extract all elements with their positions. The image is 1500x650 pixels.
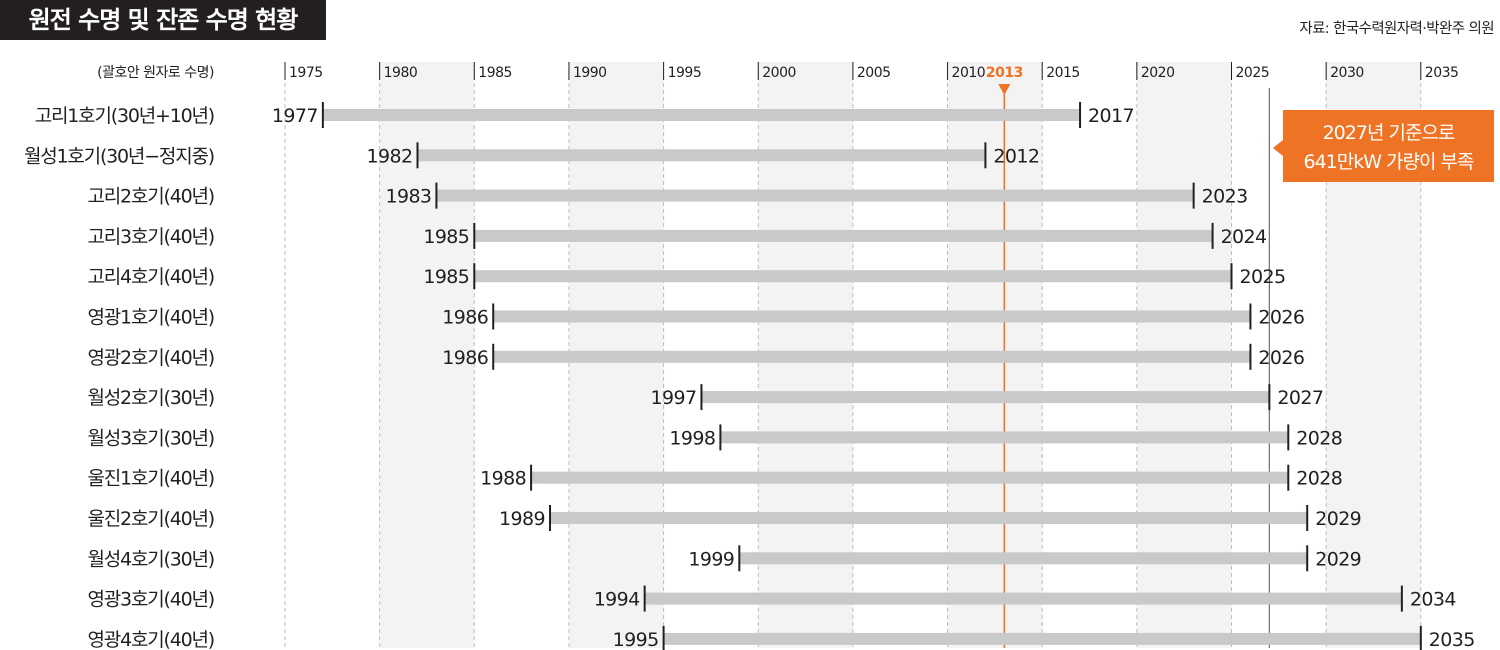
end-year-label: 2024	[1221, 226, 1267, 248]
x-tick-label: 2000	[762, 65, 796, 81]
end-year-label: 2027	[1277, 387, 1323, 409]
x-tick-label: 2010	[952, 65, 986, 81]
x-tick-label-highlight: 2013	[986, 65, 1023, 81]
row-label: 월성2호기(30년)	[88, 387, 215, 409]
x-tick-label: 2030	[1330, 65, 1364, 81]
start-year-label: 1982	[367, 145, 413, 167]
x-tick-label: 2035	[1425, 65, 1459, 81]
x-tick-label: 1990	[573, 65, 607, 81]
start-year-label: 1986	[442, 307, 488, 329]
callout-text: 641만kW 가량이 부족	[1303, 151, 1474, 173]
range-bar	[493, 310, 1251, 323]
row-label: 고리2호기(40년)	[88, 186, 215, 208]
row-label: 고리3호기(40년)	[88, 226, 215, 248]
start-year-label: 1989	[499, 508, 545, 530]
range-bar	[644, 592, 1402, 605]
row-label: 고리4호기(40년)	[88, 266, 215, 288]
chart-title: 원전 수명 및 잔존 수명 현황	[0, 0, 326, 40]
callout-text: 2027년 기준으로	[1323, 122, 1455, 144]
start-year-label: 1977	[272, 105, 318, 127]
start-year-label: 1994	[594, 589, 640, 611]
range-bar	[493, 350, 1251, 363]
end-year-label: 2026	[1258, 307, 1304, 329]
row-label: 울진1호기(40년)	[88, 468, 215, 490]
callout-box	[1283, 110, 1494, 182]
highlight-marker	[998, 84, 1011, 95]
start-year-label: 1999	[688, 548, 734, 570]
range-bar	[322, 109, 1081, 121]
row-label: 월성3호기(30년)	[88, 427, 215, 449]
start-year-label: 1988	[480, 468, 526, 490]
x-tick-label: 2005	[857, 65, 891, 81]
x-tick-label: 2020	[1141, 65, 1175, 81]
end-year-label: 2028	[1296, 427, 1342, 449]
range-bar	[474, 270, 1232, 283]
end-year-label: 2028	[1296, 468, 1342, 490]
end-year-label: 2017	[1088, 105, 1134, 127]
range-bar	[436, 189, 1194, 202]
row-label: 울진2호기(40년)	[88, 508, 215, 530]
callout-pointer	[1273, 140, 1283, 156]
start-year-label: 1995	[613, 629, 659, 650]
range-bar	[531, 471, 1289, 484]
end-year-label: 2023	[1202, 186, 1248, 208]
end-year-label: 2034	[1410, 589, 1456, 611]
x-tick-label: 1975	[289, 65, 323, 81]
row-label: 영광4호기(40년)	[88, 629, 215, 650]
x-tick-label: 2015	[1046, 65, 1080, 81]
end-year-label: 2026	[1258, 347, 1304, 369]
start-year-label: 1983	[385, 186, 431, 208]
x-tick-label: 2025	[1236, 65, 1270, 81]
row-label: 영광2호기(40년)	[88, 347, 215, 369]
range-bar	[417, 149, 986, 162]
end-year-label: 2029	[1315, 508, 1361, 530]
end-year-label: 2025	[1240, 266, 1286, 288]
range-bar	[474, 229, 1213, 242]
row-label: 월성4호기(30년)	[88, 548, 215, 570]
x-tick-label: 1995	[668, 65, 702, 81]
range-bar	[720, 431, 1289, 444]
x-tick-label: 1980	[384, 65, 418, 81]
range-bar	[550, 512, 1308, 524]
start-year-label: 1985	[423, 266, 469, 288]
row-label: 영광1호기(40년)	[88, 307, 215, 329]
x-tick-label: 1985	[478, 65, 512, 81]
end-year-label: 2035	[1429, 629, 1475, 650]
row-label: 월성1호기(30년−정지중)	[24, 145, 214, 167]
source-note: 자료: 한국수력원자력·박완주 의원	[1299, 21, 1494, 37]
start-year-label: 1985	[423, 226, 469, 248]
end-year-label: 2029	[1315, 548, 1361, 570]
y-axis-label: (괄호안 원자로 수명)	[97, 65, 214, 81]
range-bar	[701, 391, 1270, 404]
start-year-label: 1986	[442, 347, 488, 369]
row-label: 영광3호기(40년)	[88, 589, 215, 611]
range-bar	[739, 552, 1308, 565]
end-year-label: 2012	[993, 145, 1039, 167]
start-year-label: 1997	[650, 387, 696, 409]
range-bar	[663, 632, 1421, 645]
start-year-label: 1998	[669, 427, 715, 449]
row-label: 고리1호기(30년+10년)	[35, 105, 214, 127]
